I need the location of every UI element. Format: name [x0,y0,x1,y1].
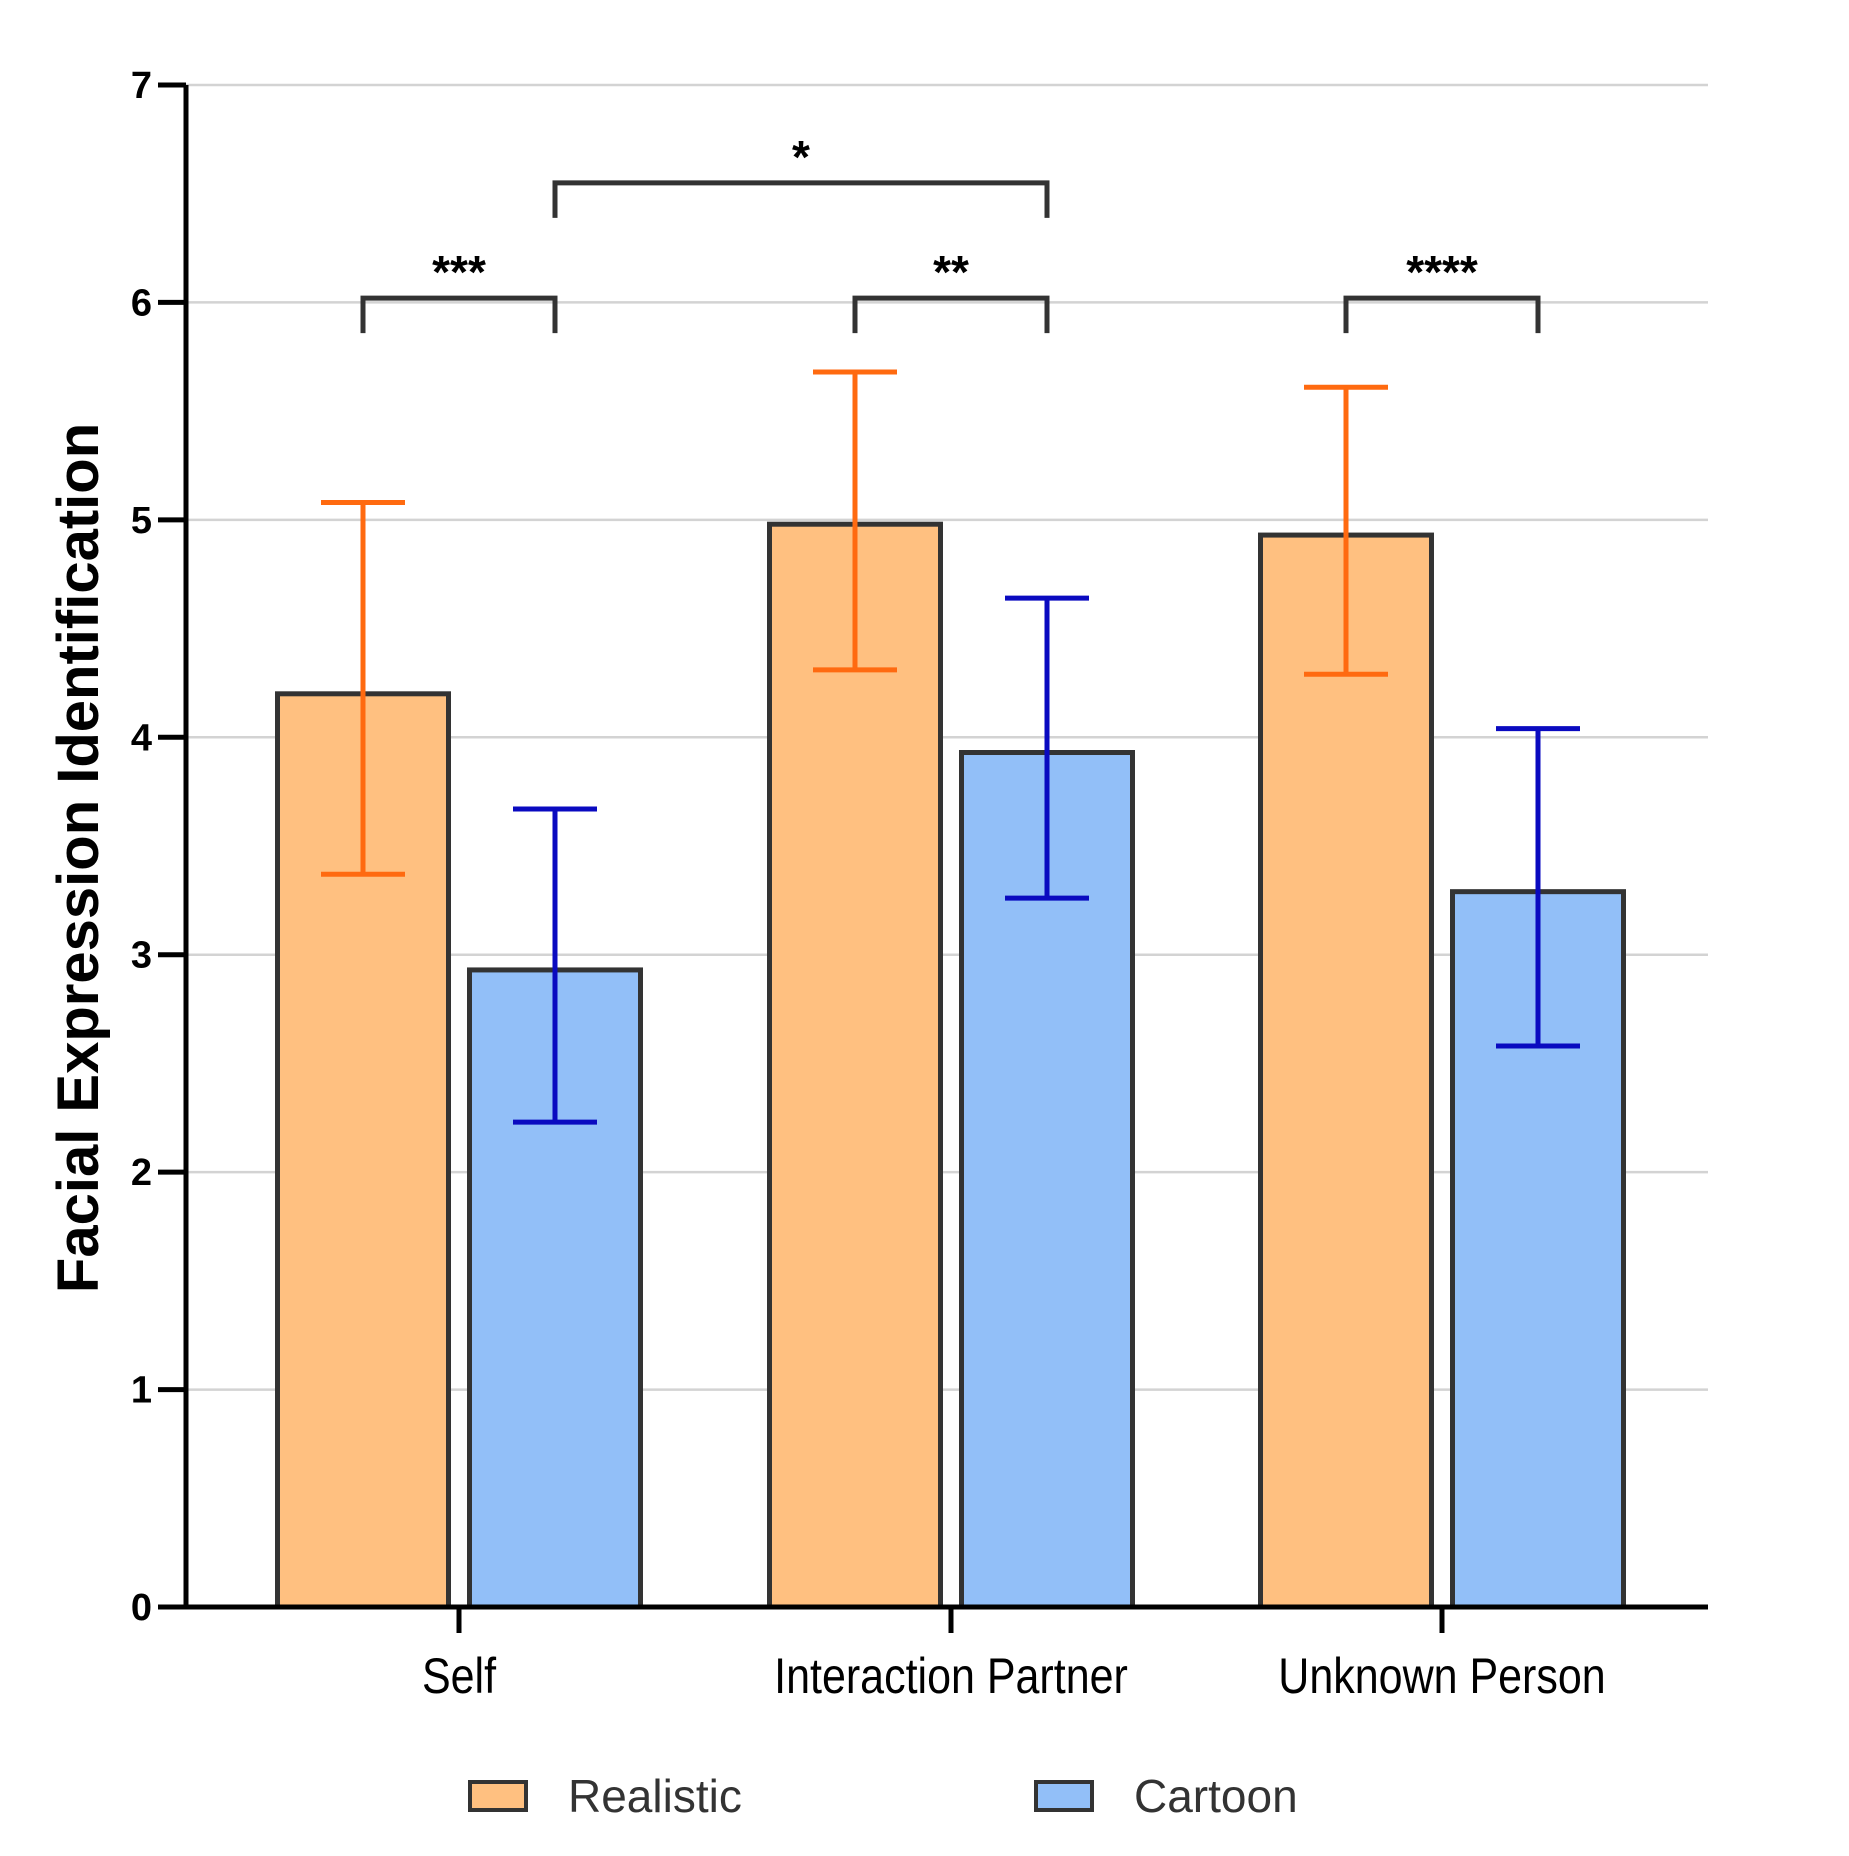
y-axis-label: Facial Expression Identification [46,423,111,1293]
legend-label: Realistic [568,1770,742,1822]
error-bar-cartoon-1 [1005,595,1089,901]
y-tick-label: 6 [131,282,152,324]
significance-bracket-2: **** [1343,246,1541,334]
bracket-line [360,295,558,334]
significance-label: ** [933,246,969,298]
error-bar-realistic-2 [1304,384,1388,677]
bars [275,521,1626,1610]
y-tick-label: 1 [131,1370,152,1412]
y-tick-label: 0 [131,1587,152,1629]
legend-entry-cartoon: Cartoon [1034,1770,1298,1822]
x-category-label: Interaction Partner [774,1648,1128,1704]
significance-brackets: *** ** ***** [360,131,1541,334]
y-ticks: 0 1 2 3 4 5 6 7 [131,65,186,1629]
legend: Realistic Cartoon [468,1770,1298,1822]
error-bar-cartoon-2 [1496,726,1580,1049]
legend-swatch [468,1780,528,1812]
y-tick-label: 3 [131,935,152,977]
legend-entry-realistic: Realistic [468,1770,742,1822]
legend-swatch [1034,1780,1094,1812]
significance-label: *** [432,246,486,298]
significance-bracket-0: *** [360,246,558,334]
bar-realistic-2 [1258,532,1434,1610]
bracket-line [1343,295,1541,334]
bracket-line [852,295,1050,334]
x-ticks: Self Interaction Partner Unknown Person [422,1607,1606,1704]
significance-label: **** [1406,246,1478,298]
y-tick-label: 5 [131,500,152,542]
bracket-line [552,180,1050,218]
error-bars [321,369,1580,1125]
bar-realistic-1 [767,521,943,1610]
significance-label: * [792,131,810,183]
y-tick-label: 2 [131,1152,152,1194]
y-tick-label: 4 [131,717,152,759]
x-category-label: Self [422,1648,497,1704]
significance-bracket-3: * [552,131,1050,218]
error-bar-realistic-0 [321,499,405,877]
error-bar-cartoon-0 [513,806,597,1125]
axes [183,85,1708,1610]
x-category-label: Unknown Person [1278,1648,1605,1704]
legend-label: Cartoon [1134,1770,1298,1822]
error-bar-realistic-1 [813,369,897,673]
significance-bracket-1: ** [852,246,1050,334]
y-tick-label: 7 [131,65,152,107]
